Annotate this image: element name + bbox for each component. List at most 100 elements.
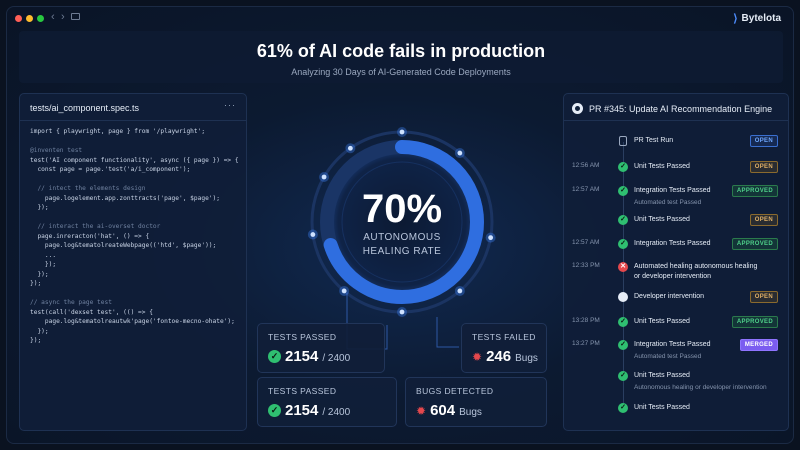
- event-subtext: Automated test Passed: [634, 353, 702, 360]
- connector-right: [436, 317, 459, 348]
- event-text: PR Test Run: [634, 137, 674, 144]
- check-icon: ✓: [618, 317, 628, 327]
- event-text: Integration Tests Passed: [634, 341, 711, 348]
- code-line: // intect the elements design: [30, 185, 146, 192]
- timeline-line: [623, 142, 624, 410]
- event-text: Unit Tests Passed: [634, 163, 690, 170]
- bug-icon: ✹: [416, 403, 427, 418]
- event-text: Integration Tests Passed: [634, 240, 711, 247]
- code-line: test(call('dexset test', (() => {: [30, 308, 153, 316]
- check-icon: ✓: [618, 186, 628, 196]
- code-line: });: [30, 261, 57, 268]
- gauge-progress-arc: [320, 140, 484, 304]
- gauge-inner-ring: [341, 161, 463, 283]
- timeline-event[interactable]: 12:33 PM ✕ Automated healing autonomous he…: [564, 260, 788, 280]
- timeline-event[interactable]: ✓ Unit Tests Passed Autonomous healing or …: [564, 369, 788, 391]
- healing-rate-value: 70%: [361, 187, 443, 231]
- check-icon: ✓: [618, 215, 628, 225]
- folder-icon[interactable]: [71, 13, 80, 20]
- healing-rate-label-line1: AUTONOMOUS: [363, 232, 441, 243]
- code-line: @inventen test: [30, 147, 83, 154]
- timeline-event[interactable]: ✓ Unit Tests Passed OPEN: [564, 213, 788, 227]
- timeline-event[interactable]: 13:27 PM ✓ Integration Tests Passed Automat…: [564, 338, 788, 360]
- bytelota-logo-icon: ⟩: [733, 13, 738, 25]
- status-badge: OPEN: [749, 161, 778, 173]
- code-line: });: [30, 270, 49, 278]
- check-icon: ✓: [618, 403, 628, 413]
- event-time: 13:28 PM: [572, 317, 600, 324]
- timeline-event[interactable]: 12:57 AM ✓ Integration Tests Passed APPROVE…: [564, 237, 788, 251]
- event-time: 13:27 PM: [572, 340, 600, 347]
- event-time: 12:33 PM: [572, 262, 600, 269]
- event-time: 12:57 AM: [572, 239, 600, 246]
- minimize-window-button[interactable]: [26, 15, 33, 22]
- stat-suffix: Bugs: [459, 407, 482, 418]
- timeline-event[interactable]: 13:28 PM ✓ Unit Tests Passed APPROVED: [564, 315, 788, 329]
- gauge-node: [347, 145, 353, 151]
- tests-failed-card[interactable]: TESTS FAILED ✹ 246 Bugs: [461, 323, 547, 373]
- forward-arrow-icon[interactable]: ›: [61, 11, 65, 23]
- stat-label: TESTS FAILED: [472, 332, 536, 342]
- check-icon: ✓: [618, 340, 628, 350]
- event-text: Developer intervention: [634, 293, 705, 300]
- status-badge: OPEN: [749, 214, 778, 226]
- timeline-event[interactable]: Developer intervention OPEN: [564, 290, 788, 304]
- code-editor-panel: tests/ai_component.spec.ts ··· import { …: [19, 93, 247, 431]
- code-line: page.logelement.app.zonttracts('page', $…: [30, 194, 220, 202]
- timeline-event[interactable]: ✓ Unit Tests Passed: [564, 401, 788, 415]
- bugs-detected-card[interactable]: BUGS DETECTED ✹ 604 Bugs: [405, 377, 547, 427]
- tests-passed-card[interactable]: TESTS PASSED ✓ 2154 / 2400: [257, 323, 385, 373]
- close-window-button[interactable]: [15, 15, 22, 22]
- page-title: 61% of AI code fails in production: [256, 41, 546, 61]
- gauge-node: [488, 235, 494, 241]
- status-badge: OPEN: [749, 135, 778, 147]
- event-text: Unit Tests Passed: [634, 216, 690, 223]
- event-text: Unit Tests Passed: [634, 318, 690, 325]
- code-line: page.log&tematolreautwk'page('fontoe-mec…: [30, 318, 235, 325]
- gauge-node: [310, 232, 316, 237]
- pr-title: PR #345: Update AI Recommendation Engine: [589, 103, 773, 114]
- status-badge: APPROVED: [731, 316, 778, 328]
- status-badge: MERGED: [739, 339, 778, 351]
- check-icon: ✓: [618, 162, 628, 172]
- gauge-node: [399, 129, 405, 135]
- pull-request-icon: [619, 136, 627, 146]
- code-content: import { playwright, page } from '/playw…: [30, 128, 239, 347]
- check-icon: ✓: [618, 239, 628, 249]
- github-icon: [618, 292, 628, 302]
- brand: ⟩ Bytelota: [733, 12, 781, 25]
- status-badge: APPROVED: [731, 238, 778, 250]
- stat-label: TESTS PASSED: [268, 332, 337, 342]
- maximize-window-button[interactable]: [37, 15, 44, 22]
- status-badge: APPROVED: [731, 185, 778, 197]
- gauge-node: [457, 150, 463, 156]
- code-line: });: [30, 337, 42, 344]
- fail-icon: ✕: [618, 262, 628, 272]
- bug-icon: ✹: [472, 349, 483, 364]
- back-arrow-icon[interactable]: ‹: [51, 11, 55, 23]
- gauge-node: [321, 174, 327, 180]
- event-time: 12:56 AM: [572, 162, 600, 169]
- timeline-event[interactable]: PR Test Run OPEN: [564, 134, 788, 148]
- stat-value: 2154: [285, 348, 319, 365]
- check-icon: ✓: [618, 371, 628, 381]
- brand-name: Bytelota: [741, 13, 781, 24]
- timeline-event[interactable]: 12:57 AM ✓ Integration Tests Passed Automat…: [564, 184, 788, 206]
- code-filename: tests/ai_component.spec.ts: [30, 103, 140, 113]
- gauge-ring: [307, 127, 496, 317]
- code-line: import { playwright, page } from '/playw…: [30, 128, 206, 135]
- code-line: // interact the ai-overset doctor: [30, 223, 161, 230]
- stat-suffix: Bugs: [515, 353, 538, 364]
- tests-passed-card-2[interactable]: TESTS PASSED ✓ 2154 / 2400: [257, 377, 397, 427]
- stat-value: 2154: [285, 402, 319, 419]
- healing-rate-label-line2: HEALING RATE: [362, 246, 442, 257]
- event-text: Integration Tests Passed: [634, 187, 711, 194]
- code-line: const page = page.'test('a/i_component')…: [30, 166, 191, 173]
- healing-rate-gauge: 70% AUTONOMOUS HEALING RATE: [287, 107, 517, 337]
- title-bar: ‹ › ⟩ Bytelota: [7, 7, 793, 29]
- timeline-event[interactable]: 12:56 AM ✓ Unit Tests Passed OPEN: [564, 160, 788, 174]
- pull-request-panel: PR #345: Update AI Recommendation Engine…: [563, 93, 789, 431]
- code-line: });: [30, 280, 42, 287]
- more-options-icon[interactable]: ···: [224, 100, 236, 110]
- gauge-node: [341, 288, 347, 294]
